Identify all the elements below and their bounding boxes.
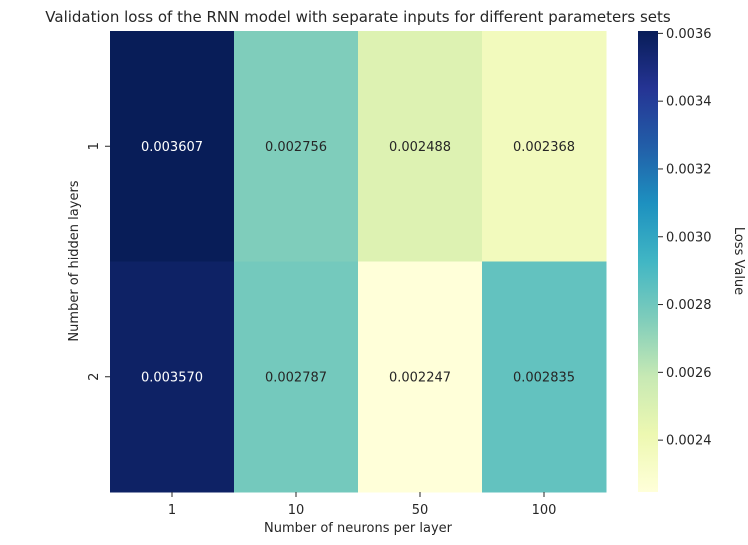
x-tick-label: 100: [532, 503, 557, 518]
x-axis-ticks: 1 10 50 100: [168, 492, 557, 518]
cell-value-label: 0.002368: [513, 140, 575, 155]
heatmap-cell: [234, 261, 359, 493]
heatmap-cell: [110, 261, 235, 493]
colorbar-tick-label: 0.0026: [666, 366, 712, 381]
heatmap-cell: [234, 31, 359, 262]
cell-value-label: 0.003570: [141, 370, 203, 385]
heatmap-cell: [482, 261, 607, 493]
heatmap-cell: [358, 261, 483, 493]
colorbar-tick-label: 0.0024: [666, 434, 712, 449]
y-axis-label: Number of hidden layers: [67, 180, 82, 341]
x-tick-label: 50: [412, 503, 429, 518]
colorbar-tick-label: 0.0034: [666, 95, 712, 110]
chart-title: Validation loss of the RNN model with se…: [45, 8, 671, 26]
cell-value-label: 0.003607: [141, 140, 203, 155]
heatmap-cell: [482, 31, 607, 262]
colorbar-label: Loss Value: [731, 227, 746, 295]
heatmap-cell: [110, 31, 235, 262]
colorbar-tick-label: 0.0036: [666, 27, 712, 42]
y-tick-label: 1: [87, 142, 102, 150]
heatmap-cell-labels: 0.003607 0.002756 0.002488 0.002368 0.003570…: [141, 140, 575, 386]
cell-value-label: 0.002756: [265, 140, 327, 155]
x-axis-label: Number of neurons per layer: [264, 521, 453, 536]
y-tick-label: 2: [87, 373, 102, 381]
cell-value-label: 0.002247: [389, 370, 451, 385]
x-tick-label: 1: [168, 503, 176, 518]
cell-value-label: 0.002488: [389, 140, 451, 155]
cell-value-label: 0.002835: [513, 370, 575, 385]
x-tick-label: 10: [288, 503, 305, 518]
colorbar-ticks: 0.0024 0.0026 0.0028 0.0030 0.0032 0.0034 0.00…: [658, 27, 712, 449]
colorbar-tick-label: 0.0030: [666, 230, 712, 245]
colorbar: [638, 31, 658, 492]
heatmap-cells: [110, 31, 607, 493]
colorbar-tick-label: 0.0028: [666, 298, 712, 313]
y-axis-ticks: 12: [87, 142, 110, 381]
heatmap-cell: [358, 31, 483, 262]
colorbar-tick-label: 0.0032: [666, 162, 712, 177]
cell-value-label: 0.002787: [265, 370, 327, 385]
